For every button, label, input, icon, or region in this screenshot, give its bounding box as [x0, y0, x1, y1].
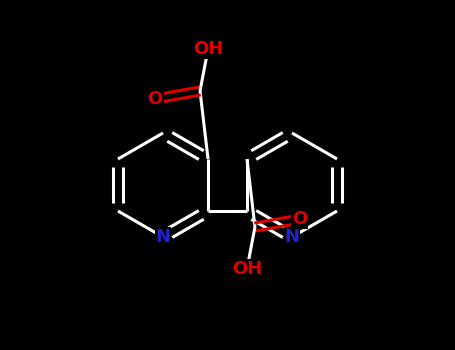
Text: N: N [284, 228, 299, 246]
Text: OH: OH [232, 260, 262, 278]
Text: O: O [147, 90, 162, 108]
Text: OH: OH [193, 40, 223, 58]
Text: N: N [156, 228, 171, 246]
Text: O: O [293, 210, 308, 228]
